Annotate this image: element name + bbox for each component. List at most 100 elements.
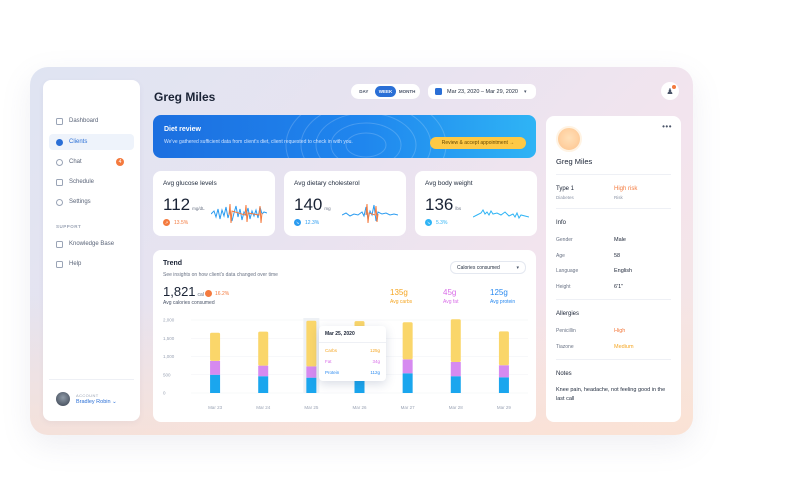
avg-calories-value: 1,821 cal <box>163 284 204 299</box>
stat-delta: ↘ 12.3% <box>294 219 320 226</box>
sidebar-item-knowledge-base[interactable]: Knowledge Base <box>49 236 134 252</box>
y-tick-label: 1,000 <box>163 354 175 359</box>
bar-segment-carbs <box>306 320 317 367</box>
sidebar-item-settings[interactable]: Settings <box>49 194 134 210</box>
stat-title: Avg body weight <box>425 180 473 187</box>
sidebar-item-schedule[interactable]: Schedule <box>49 174 134 190</box>
risk-level: High risk <box>614 186 638 192</box>
calories-delta: 16.2% <box>205 290 229 297</box>
stat-delta: ↘ 5.3% <box>425 219 448 226</box>
allergies-title: Allergies <box>556 311 580 317</box>
trend-arrow-icon <box>205 290 212 297</box>
macro-carbs: 135g Avg carbs <box>390 288 413 305</box>
bar-segment-carbs <box>210 332 221 361</box>
macro-fat: 45g Avg fat <box>443 288 459 305</box>
bar-segment-fat <box>498 365 509 378</box>
account-name: Bradley Robin ⌄ <box>76 399 117 405</box>
allergy-severity: High <box>614 328 626 334</box>
bar-segment-fat <box>210 360 221 375</box>
y-tick-label: 0 <box>163 391 166 396</box>
divider <box>556 174 671 175</box>
calendar-icon <box>56 178 63 186</box>
stat-value: 136 lbs <box>425 195 462 214</box>
info-label: Age <box>556 253 565 259</box>
info-label: Gender <box>556 237 573 243</box>
notes-title: Notes <box>556 371 572 377</box>
sparkline <box>211 203 267 224</box>
x-tick-label: Mar 24 <box>256 405 271 410</box>
stat-card-weight[interactable]: Avg body weight 136 lbs ↘ 5.3% <box>415 171 537 236</box>
metric-select[interactable]: Calories consumed ▾ <box>450 261 526 274</box>
x-tick-label: Mar 23 <box>208 405 223 410</box>
chevron-down-icon: ▾ <box>516 264 519 271</box>
trend-title: Trend <box>163 260 183 267</box>
review-appointment-button[interactable]: Review & accept appointment → <box>430 137 526 149</box>
bar-segment-protein <box>402 373 413 393</box>
x-tick-label: Mar 29 <box>497 405 512 410</box>
stat-card-glucose[interactable]: Avg glucose levels 112 mg/dL ↗ 13.5% <box>153 171 275 236</box>
diet-review-banner: Diet review We've gathered sufficient da… <box>153 115 536 158</box>
sidebar-item-label: Help <box>69 261 82 267</box>
bar-segment-protein <box>210 374 221 393</box>
tooltip-date: Mar 25, 2020 <box>325 331 355 337</box>
tooltip-row-fat: Fat 34g <box>325 359 380 364</box>
bar-segment-fat <box>306 366 317 378</box>
diabetes-type-label: Diabetes <box>556 195 574 200</box>
range-week-button[interactable]: WEEK <box>374 86 397 97</box>
diabetes-type: Type 1 <box>556 186 575 192</box>
bar-segment-fat <box>402 359 413 374</box>
info-value: Male <box>614 237 626 243</box>
bar-segment-protein <box>306 377 317 393</box>
bar-segment-carbs <box>402 322 413 360</box>
x-tick-label: Mar 25 <box>304 405 319 410</box>
date-range-picker[interactable]: Mar 23, 2020 – Mar 29, 2020 ▾ <box>428 84 536 99</box>
client-profile-card: ••• Greg Miles Type 1 Diabetes High risk… <box>546 116 681 422</box>
calories-bar-chart: 0 500 1,000 1,500 2,000 Mar 23 Mar 24 Mar 25 Mar… <box>163 318 528 410</box>
chat-icon <box>56 158 63 166</box>
range-day-button[interactable]: DAY <box>359 89 369 94</box>
allergy-severity: Medium <box>614 344 634 350</box>
tooltip-divider <box>319 342 386 343</box>
client-avatar <box>556 126 582 152</box>
sidebar-item-label: Clients <box>69 139 88 145</box>
client-name: Greg Miles <box>556 157 593 166</box>
info-value: 6'1" <box>614 284 624 290</box>
avg-calories-label: Avg calories consumed <box>163 300 215 306</box>
book-icon <box>56 240 63 248</box>
bar-segment-carbs <box>498 331 509 366</box>
allergy-label: Tiazone <box>556 344 574 350</box>
x-tick-label: Mar 28 <box>449 405 464 410</box>
support-section-label: SUPPORT <box>56 224 82 229</box>
sidebar-divider <box>49 379 134 380</box>
macro-protein: 125g Avg protein <box>490 288 516 305</box>
stat-unit: mg <box>324 206 331 211</box>
info-value: English <box>614 268 633 274</box>
divider <box>556 299 671 300</box>
stat-unit: mg/dL <box>192 206 205 211</box>
more-options-icon[interactable]: ••• <box>662 122 672 131</box>
stat-value: 112 mg/dL <box>163 195 205 214</box>
trend-arrow-icon: ↗ <box>163 219 170 226</box>
sidebar-item-help[interactable]: Help <box>49 256 134 272</box>
sidebar-item-clients[interactable]: Clients <box>49 134 134 150</box>
chart-tooltip: Mar 25, 2020 Carbs 125g Fat 34g Protein 112… <box>319 326 386 381</box>
divider <box>556 208 671 209</box>
calendar-icon <box>435 88 442 95</box>
stat-value: 140 mg <box>294 195 331 214</box>
sidebar-item-chat[interactable]: Chat 4 <box>49 154 134 170</box>
y-tick-label: 500 <box>163 372 171 377</box>
bar-segment-protein <box>258 376 269 393</box>
sidebar: Dashboard Clients Chat 4 Schedule Settin… <box>43 80 140 421</box>
bar-segment-protein <box>498 377 509 393</box>
range-month-button[interactable]: MONTH <box>398 89 416 94</box>
sidebar-item-dashboard[interactable]: Dashboard <box>49 113 134 129</box>
page-title: Greg Miles <box>154 90 216 104</box>
avatar <box>56 392 70 406</box>
stat-card-cholesterol[interactable]: Avg dietary cholesterol 140 mg ↘ 12.3% <box>284 171 406 236</box>
account-switcher[interactable]: ACCOUNT Bradley Robin ⌄ <box>56 392 117 406</box>
notifications-button[interactable]: ♟ <box>661 82 679 100</box>
divider <box>556 359 671 360</box>
date-range-text: Mar 23, 2020 – Mar 29, 2020 <box>447 88 518 95</box>
stat-delta: ↗ 13.5% <box>163 219 189 226</box>
info-title: Info <box>556 220 567 226</box>
